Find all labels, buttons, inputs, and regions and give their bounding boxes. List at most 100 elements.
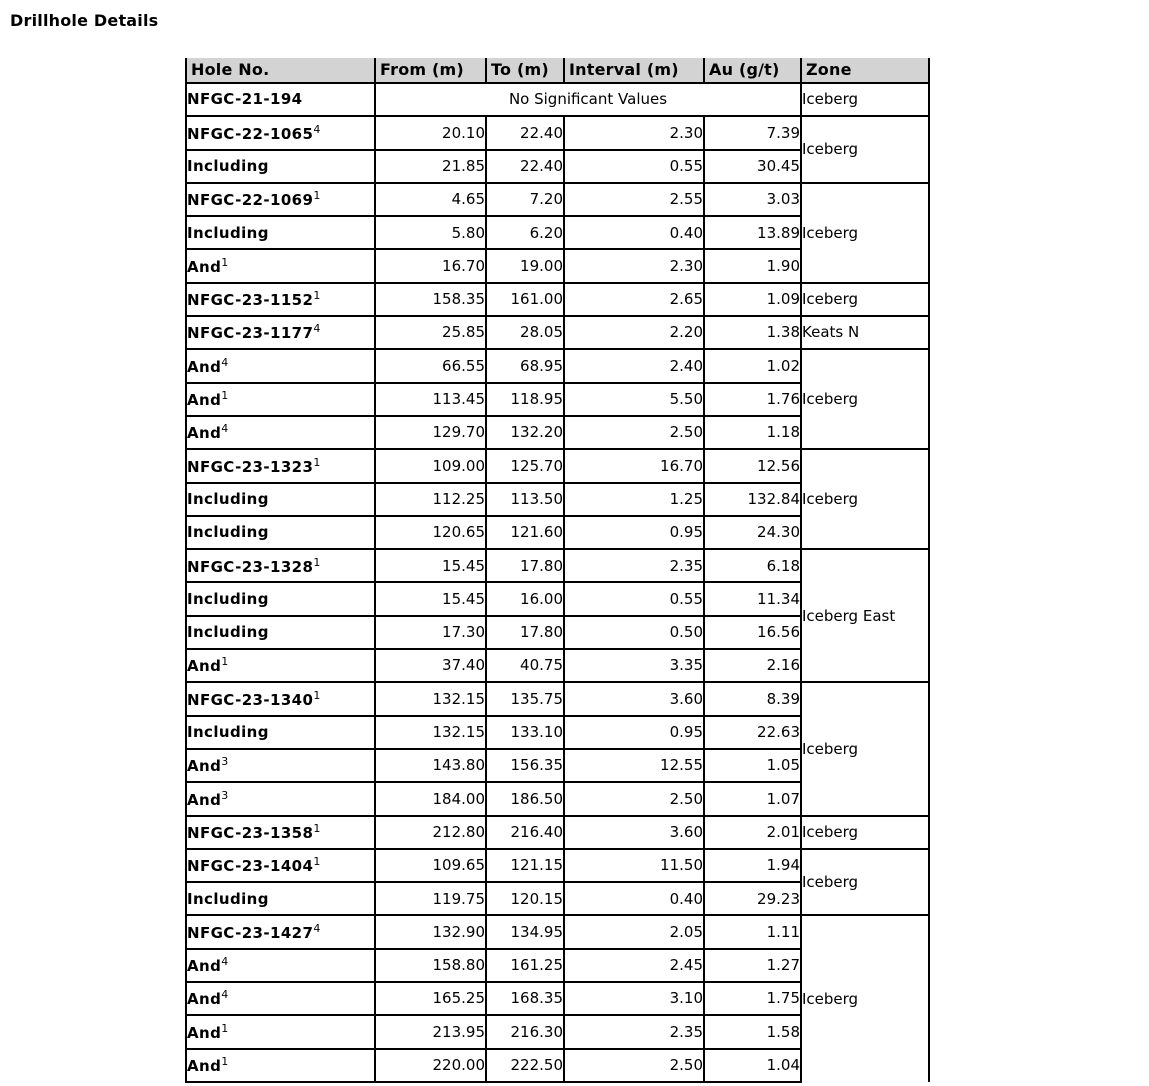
hole-label: Including — [187, 156, 269, 175]
footnote-superscript: 1 — [221, 655, 229, 669]
au-cell: 132.84 — [703, 481, 802, 517]
hole-label: Including — [187, 589, 269, 608]
au-cell: 30.45 — [703, 148, 802, 184]
footnote-superscript: 1 — [313, 688, 321, 702]
zone-cell: Keats N — [800, 315, 930, 351]
to-cell: 135.75 — [485, 681, 565, 717]
interval-cell: 16.70 — [563, 448, 705, 484]
hole-label: NFGC-23-1427 — [187, 923, 314, 942]
to-cell: 68.95 — [485, 348, 565, 384]
hole-label: And — [187, 357, 222, 376]
au-cell: 1.09 — [703, 281, 802, 318]
hole-cell: Including — [185, 481, 376, 517]
hole-cell: NFGC-23-14274 — [185, 914, 376, 950]
interval-cell: 3.60 — [563, 681, 705, 717]
table-row: NFGC-23-13231 109.00 125.70 16.70 12.56 Icebe… — [185, 448, 930, 551]
interval-cell: 2.30 — [563, 115, 705, 151]
hole-cell: NFGC-22-10691 — [185, 181, 376, 218]
hole-cell: And3 — [185, 747, 376, 784]
au-cell: 1.76 — [703, 381, 802, 417]
interval-cell: 2.65 — [563, 281, 705, 318]
to-cell: 168.35 — [485, 981, 565, 1017]
interval-cell: 5.50 — [563, 381, 705, 417]
hole-label: NFGC-23-1152 — [187, 291, 314, 310]
table-row: Including 112.25 113.50 1.25 132.84 — [185, 481, 929, 517]
interval-cell: 0.95 — [563, 514, 705, 551]
from-cell: 37.40 — [374, 648, 487, 684]
hole-cell: And1 — [185, 648, 376, 684]
table-row: And1 220.00 222.50 2.50 1.04 — [185, 1047, 929, 1083]
to-cell: 222.50 — [485, 1047, 565, 1083]
to-cell: 17.80 — [485, 614, 565, 651]
hole-cell: Including — [185, 714, 376, 750]
table-row: NFGC-22-10654 20.10 22.40 2.30 7.39 Iceberg — [185, 115, 930, 184]
hole-cell: And4 — [185, 947, 376, 984]
hole-label: And — [187, 391, 222, 410]
zone-cell: Iceberg — [800, 181, 930, 284]
hole-label: And — [187, 257, 222, 276]
table-row: Including 132.15 133.10 0.95 22.63 — [185, 714, 929, 750]
footnote-superscript: 1 — [221, 255, 229, 269]
interval-cell: 0.95 — [563, 714, 705, 750]
to-cell: 134.95 — [485, 914, 565, 950]
hole-cell: NFGC-23-14041 — [185, 847, 376, 884]
au-cell: 12.56 — [703, 448, 802, 484]
to-cell: 6.20 — [485, 215, 565, 251]
to-cell: 22.40 — [485, 115, 565, 151]
hole-cell: Including — [185, 614, 376, 651]
from-cell: 20.10 — [374, 115, 487, 151]
hole-label: Including — [187, 889, 269, 908]
from-cell: 184.00 — [374, 781, 487, 817]
from-cell: 25.85 — [374, 315, 487, 351]
hole-cell: NFGC-23-13231 — [185, 448, 376, 484]
to-cell: 7.20 — [485, 181, 565, 218]
to-cell: 125.70 — [485, 448, 565, 484]
au-cell: 1.18 — [703, 414, 802, 451]
to-cell: 16.00 — [485, 581, 565, 617]
interval-cell: 2.55 — [563, 181, 705, 218]
footnote-superscript: 3 — [221, 788, 229, 802]
zone-cell: Iceberg — [800, 115, 930, 184]
hole-cell: And1 — [185, 1047, 376, 1083]
footnote-superscript: 1 — [221, 389, 229, 403]
to-cell: 186.50 — [485, 781, 565, 817]
zone-cell: Iceberg — [800, 281, 930, 318]
footnote-superscript: 4 — [221, 355, 229, 369]
au-cell: 2.01 — [703, 814, 802, 850]
au-cell: 1.05 — [703, 747, 802, 784]
au-cell: 11.34 — [703, 581, 802, 617]
to-cell: 156.35 — [485, 747, 565, 784]
to-cell: 19.00 — [485, 248, 565, 284]
table-row: Including 21.85 22.40 0.55 30.45 — [185, 148, 929, 184]
au-cell: 7.39 — [703, 115, 802, 151]
hole-label: Including — [187, 723, 269, 742]
col-header-interval: Interval (m) — [563, 58, 705, 84]
hole-label: And — [187, 957, 222, 976]
hole-cell: NFGC-23-11521 — [185, 281, 376, 318]
table-row: And4 158.80 161.25 2.45 1.27 — [185, 947, 929, 984]
table-row: And3 184.00 186.50 2.50 1.07 — [185, 781, 929, 817]
to-cell: 28.05 — [485, 315, 565, 351]
hole-cell: NFGC-23-13281 — [185, 548, 376, 584]
table-row: NFGC-23-13281 15.45 17.80 2.35 6.18 Iceberg E… — [185, 548, 930, 684]
from-cell: 132.15 — [374, 714, 487, 750]
to-cell: 216.40 — [485, 814, 565, 850]
footnote-superscript: 4 — [221, 422, 229, 436]
hole-label: Including — [187, 223, 269, 242]
table-row: Including 15.45 16.00 0.55 11.34 — [185, 581, 929, 617]
drillhole-table: Hole No. From (m) To (m) Interval (m) Au… — [185, 58, 930, 1083]
hole-cell: Including — [185, 215, 376, 251]
hole-label: And — [187, 1057, 222, 1075]
table-row: And4 129.70 132.20 2.50 1.18 — [185, 414, 929, 451]
from-cell: 220.00 — [374, 1047, 487, 1083]
hole-cell: And1 — [185, 381, 376, 417]
au-cell: 1.90 — [703, 248, 802, 284]
hole-label: And — [187, 424, 222, 443]
footnote-superscript: 1 — [313, 455, 321, 469]
from-cell: 132.15 — [374, 681, 487, 717]
hole-label: And — [187, 790, 222, 809]
table-row: Including 120.65 121.60 0.95 24.30 — [185, 514, 929, 551]
table-row: NFGC-22-10691 4.65 7.20 2.55 3.03 Iceberg — [185, 181, 930, 284]
au-cell: 22.63 — [703, 714, 802, 750]
au-cell: 16.56 — [703, 614, 802, 651]
